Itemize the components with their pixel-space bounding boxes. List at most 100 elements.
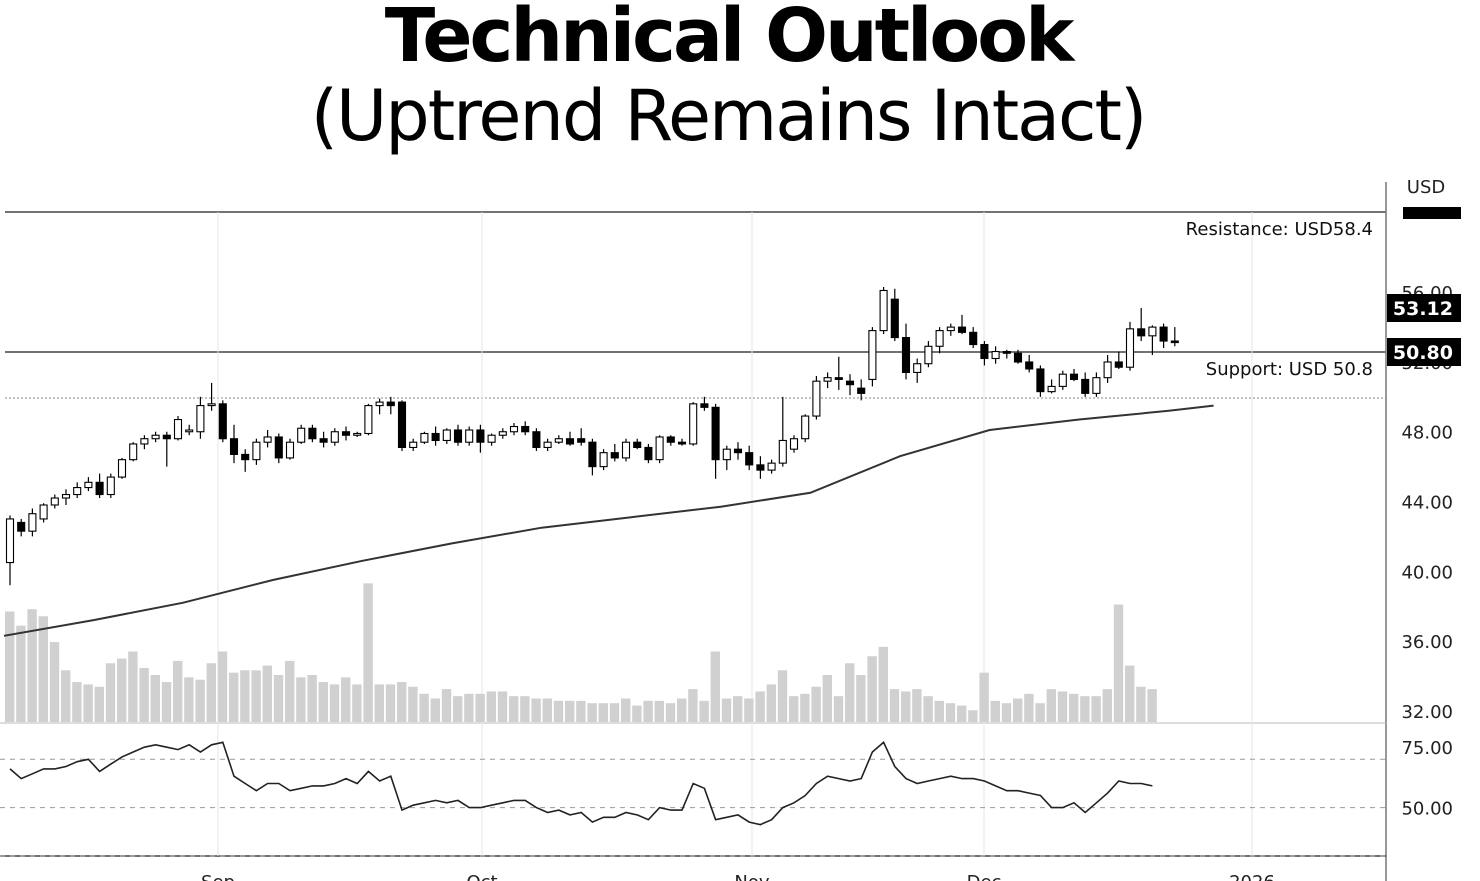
candle (263, 430, 272, 448)
time-tick-labels: Sep Oct Nov Dec 2026 (201, 872, 1275, 881)
price-tick-32.00: 32.00 (1401, 702, 1453, 723)
volume-bar (912, 689, 922, 722)
volume-bar (217, 651, 228, 722)
candle (1092, 372, 1101, 397)
volume-bar (61, 670, 71, 722)
candle (431, 426, 440, 446)
candlesticks (5, 286, 1179, 586)
candle (1025, 355, 1034, 373)
candle (521, 421, 530, 436)
candle (319, 431, 328, 448)
candle (868, 327, 877, 387)
volume-bar (553, 700, 564, 722)
volume-bar (1136, 686, 1146, 722)
volume-bar (329, 684, 340, 722)
time-tick-oct: Oct (466, 872, 497, 881)
volume-bar (229, 672, 239, 722)
volume-bar (251, 670, 261, 722)
candle (274, 433, 283, 464)
volume-bar (296, 677, 306, 722)
volume-bar (800, 693, 810, 722)
volume-bar (83, 684, 93, 722)
volume-bar (497, 691, 508, 722)
volume-bar (934, 700, 944, 722)
price-tick-40.00: 40.00 (1401, 562, 1453, 583)
candle (95, 473, 104, 499)
volume-bar (486, 691, 496, 722)
volume-bar (363, 583, 373, 722)
volume-bar (16, 625, 26, 722)
volume-bar (1102, 689, 1112, 722)
volume-bar (184, 677, 194, 722)
candle (980, 341, 989, 366)
volume-bar (509, 696, 519, 722)
volume-bar (72, 682, 82, 722)
candle (655, 435, 664, 464)
candle (185, 424, 194, 436)
candle (913, 358, 922, 383)
volume-bar (598, 703, 608, 722)
volume-bar (811, 686, 821, 722)
candle (689, 402, 698, 446)
candle (834, 356, 843, 390)
candle (1002, 349, 1011, 359)
volume-bar (240, 670, 250, 722)
volume-bar (475, 693, 485, 722)
volume-bar (520, 696, 530, 722)
volume-bar (195, 679, 205, 722)
candle (353, 431, 362, 437)
candle (1069, 368, 1079, 382)
candle (297, 424, 306, 444)
candle (599, 449, 608, 471)
candle (969, 327, 978, 349)
volume-bar (139, 667, 149, 722)
volume-bar (565, 700, 575, 722)
volume-bar (856, 675, 866, 722)
candle (733, 442, 743, 460)
volume-bar (923, 696, 933, 722)
volume-bar (1125, 665, 1135, 722)
candle (330, 428, 339, 446)
volume-bar (766, 684, 776, 722)
volume-bar (867, 656, 877, 722)
volume-bar (1147, 689, 1157, 722)
candle (341, 426, 351, 441)
volume-bar (845, 663, 855, 722)
volume-bar (1024, 693, 1034, 722)
candle (924, 341, 933, 368)
volume-bar (990, 700, 1000, 722)
candle (745, 445, 754, 471)
candle (509, 423, 519, 436)
candle (73, 482, 82, 499)
volume-bar (1091, 696, 1101, 722)
volume-bar (128, 651, 138, 722)
volume-bar (1113, 604, 1124, 722)
candle (711, 403, 720, 479)
candle (218, 400, 227, 443)
time-tick-dec: Dec (967, 872, 1002, 881)
volume-bar (1057, 691, 1068, 722)
candle (465, 426, 474, 446)
volume-bar (94, 686, 104, 722)
volume-bar (430, 698, 440, 722)
candle (1036, 365, 1045, 397)
candle (207, 382, 216, 411)
volume-bar (262, 665, 272, 722)
moving-average-line (3, 404, 1214, 637)
volume-bar (632, 705, 642, 722)
candle (554, 435, 563, 444)
time-tick-2026: 2026 (1229, 872, 1275, 881)
chart-title: Technical Outlook (384, 0, 1075, 79)
candle (1170, 327, 1179, 347)
candle (722, 445, 731, 471)
candle (84, 477, 93, 492)
volume-bar (789, 696, 799, 722)
volume-bar (464, 693, 474, 722)
volume-bar (833, 696, 844, 722)
candle (117, 457, 127, 479)
candle (532, 428, 541, 451)
rsi-tick-50.00: 50.00 (1401, 799, 1453, 820)
candle (61, 489, 71, 505)
chart-subtitle: (Uptrend Remains Intact) (310, 75, 1148, 157)
volume-bar (721, 698, 732, 722)
